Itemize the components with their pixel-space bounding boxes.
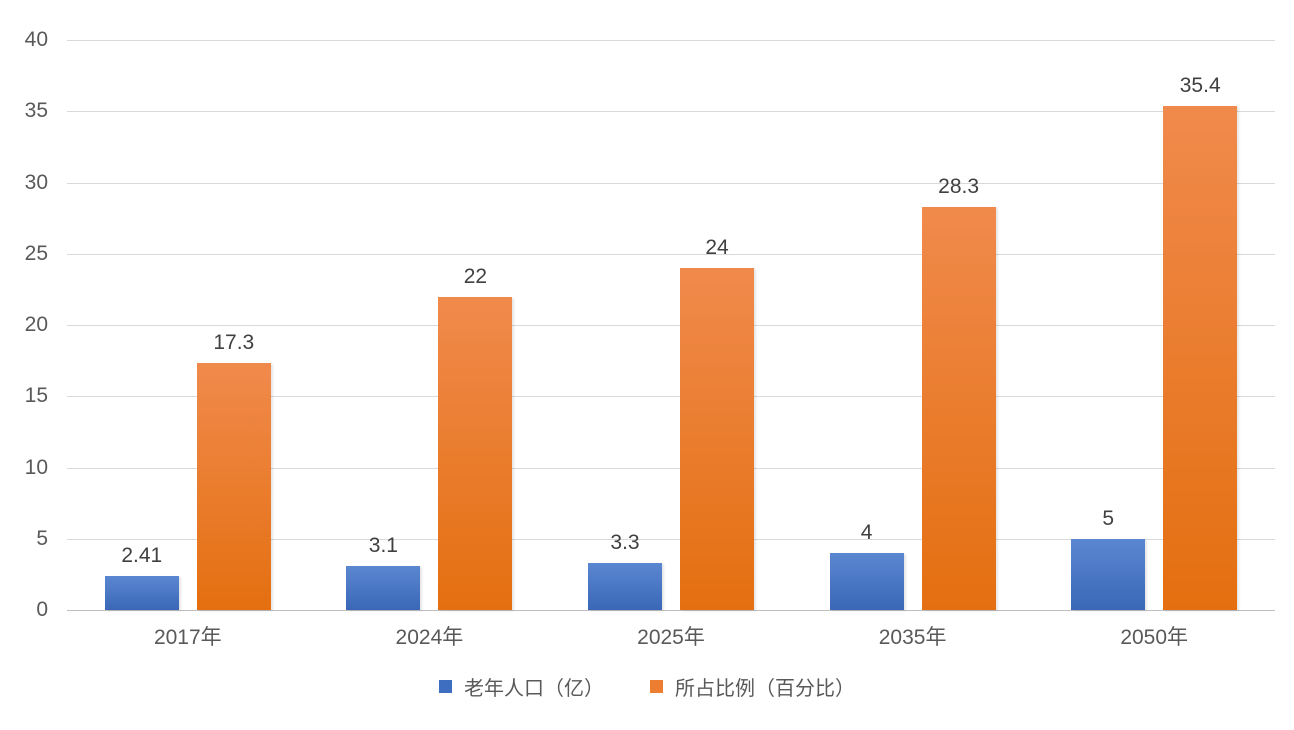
y-tick-label: 30 — [24, 170, 48, 194]
bar-blue-2025年 — [588, 562, 662, 610]
x-axis-label: 2025年 — [637, 626, 705, 649]
x-axis-label: 2017年 — [153, 626, 222, 649]
legend-item-percentage: 所占比例（百分比） — [650, 672, 855, 701]
gridline — [67, 538, 1275, 540]
bar-blue-2017年 — [104, 575, 179, 610]
bar-orange-2024年 — [438, 296, 513, 610]
gridline — [67, 467, 1275, 469]
gridline — [67, 396, 1275, 398]
gridline — [67, 111, 1275, 113]
y-tick-label: 40 — [24, 28, 48, 51]
x-axis-label: 2035年 — [878, 626, 947, 649]
bar-value-label: 3.1 — [368, 533, 398, 557]
gridline — [67, 325, 1275, 326]
legend: 老年人口（亿） 所占比例（百分比） — [0, 672, 1294, 701]
y-tick-label: 10 — [24, 455, 48, 479]
gridline — [67, 40, 1275, 41]
y-tick-label: 20 — [24, 313, 48, 336]
bar-value-label: 35.4 — [1179, 73, 1221, 97]
y-tick-label: 0 — [36, 598, 48, 621]
bar-orange-2035年 — [921, 206, 996, 610]
x-axis-label: 2024年 — [395, 626, 464, 649]
bar-value-label: 3.3 — [610, 530, 640, 554]
legend-item-elderly-population: 老年人口（亿） — [439, 672, 604, 701]
bar-value-label: 22 — [463, 264, 488, 288]
bar-value-label: 5 — [1102, 506, 1115, 530]
bar-orange-2025年 — [680, 268, 754, 610]
y-tick-label: 5 — [36, 526, 48, 550]
bar-blue-2024年 — [346, 565, 421, 610]
bar-value-label: 24 — [705, 236, 729, 259]
y-tick-label: 15 — [24, 384, 48, 408]
y-tick-label: 25 — [24, 241, 48, 265]
bar-orange-2017年 — [196, 363, 271, 610]
bar-blue-2050年 — [1071, 538, 1146, 610]
legend-swatch-orange-icon — [650, 680, 663, 693]
bar-blue-2035年 — [829, 553, 904, 610]
bar-value-label: 2.41 — [121, 543, 163, 567]
bar-value-label: 4 — [860, 521, 873, 544]
bar-value-label: 17.3 — [213, 331, 255, 355]
gridline — [67, 610, 1275, 611]
gridline — [67, 253, 1275, 255]
gridline — [67, 182, 1275, 184]
y-tick-label: 35 — [24, 99, 48, 123]
legend-label-elderly-population: 老年人口（亿） — [464, 678, 604, 700]
legend-label-percentage: 所占比例（百分比） — [675, 678, 855, 700]
bar-value-label: 28.3 — [938, 174, 980, 198]
x-axis-label: 2050年 — [1120, 626, 1189, 649]
legend-swatch-blue-icon — [439, 680, 452, 693]
bar-orange-2050年 — [1163, 105, 1238, 610]
